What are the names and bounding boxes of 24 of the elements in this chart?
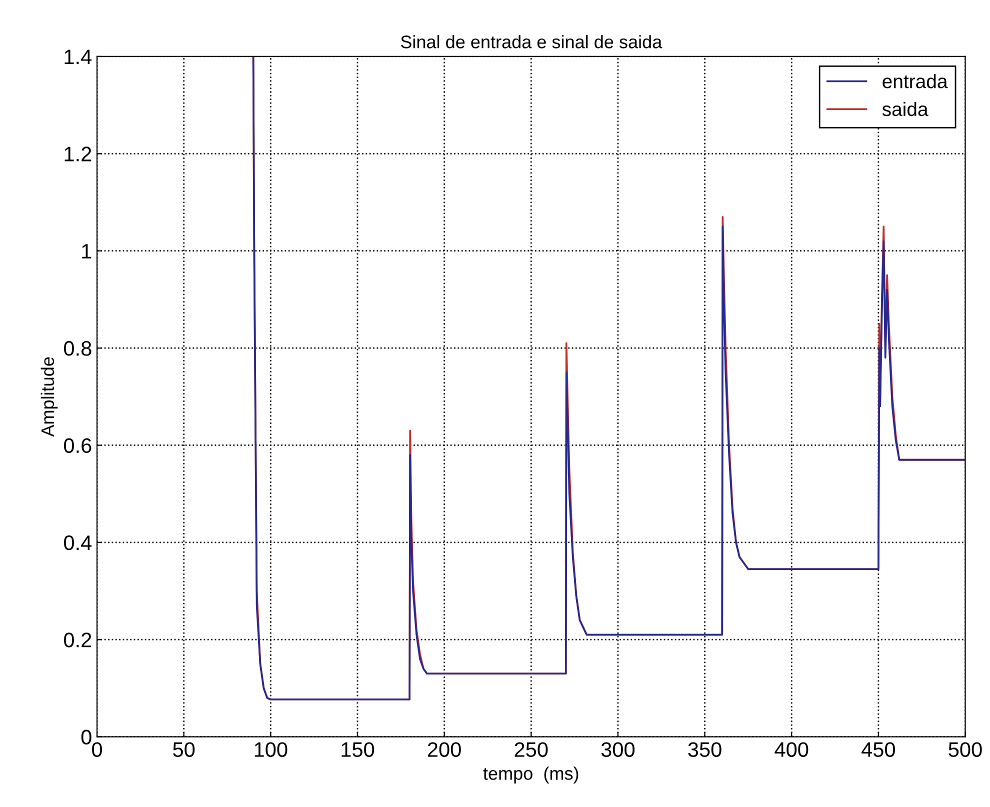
x-tick-label: 350 (688, 742, 722, 757)
x-tick-label: 100 (254, 742, 288, 757)
y-tick-label: 0.2 (64, 632, 92, 648)
x-tick-label: 500 (948, 742, 982, 757)
x-axis-title: tempo (ms) (483, 766, 578, 784)
x-tick-label: 250 (514, 742, 548, 757)
y-tick-label: 1.4 (64, 50, 92, 64)
x-tick-label: 300 (601, 742, 635, 757)
x-tick-label: 150 (342, 742, 374, 757)
y-tick-label: 0.6 (64, 438, 92, 453)
y-axis-title: Amplitude (40, 357, 58, 437)
y-tick-label: 1.2 (64, 146, 92, 162)
x-tick-label: 400 (774, 742, 808, 757)
x-tick-label: 200 (428, 742, 461, 757)
legend-label: saida (882, 102, 928, 116)
legend-label: entrada (882, 74, 948, 88)
x-tick-label: 450 (862, 742, 895, 757)
chart-title: Sinal de entrada e sinal de saida (400, 35, 662, 48)
x-tick-label: 50 (173, 742, 195, 757)
y-tick-label: 0 (81, 730, 92, 745)
y-tick-label: 1 (82, 244, 92, 258)
y-tick-label: 0.8 (64, 341, 92, 356)
y-tick-label: 0.4 (64, 535, 92, 550)
x-tick-label: 0 (92, 742, 102, 757)
